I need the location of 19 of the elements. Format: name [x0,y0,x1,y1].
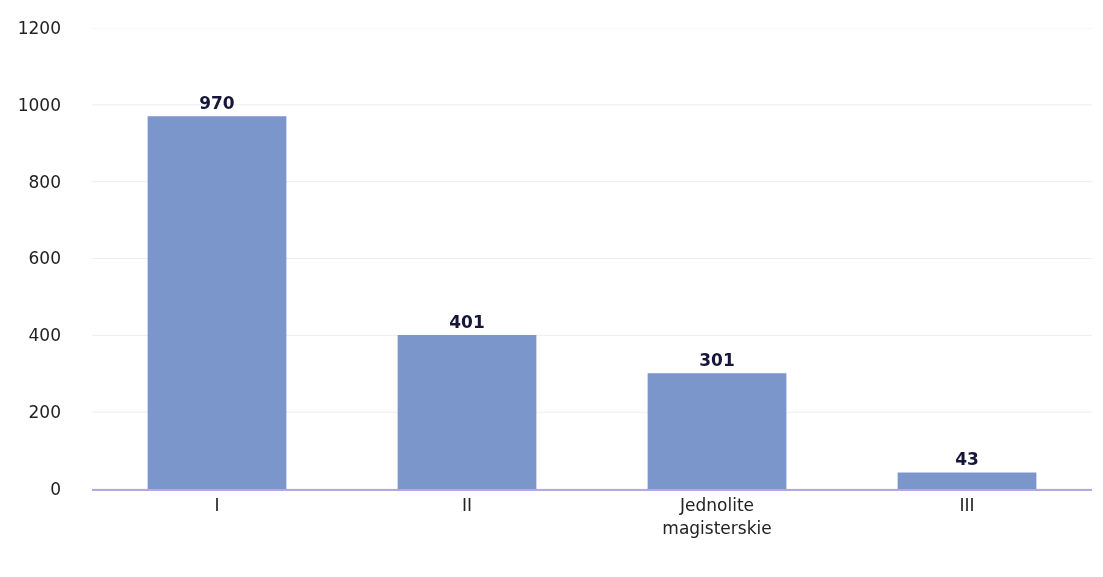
data-label: 970 [199,93,235,114]
data-label: 401 [449,311,485,332]
y-tick-label: 1000 [17,94,61,115]
y-tick-label: 0 [50,478,61,499]
x-tick-label: Jednolite magisterskie [662,495,772,538]
bar [147,116,287,489]
y-tick-label: 1200 [17,17,61,38]
y-tick-label: 600 [28,248,61,269]
y-tick-label: 400 [28,325,61,346]
y-tick-label: 200 [28,402,61,423]
bar [647,373,787,489]
x-tick-label: I [214,495,220,516]
data-label: 43 [955,449,979,470]
x-tick-label: III [959,495,975,516]
bar [897,472,1037,489]
x-tick-label: II [461,495,473,516]
data-label: 301 [699,350,735,371]
bar [397,334,537,489]
y-tick-label: 800 [28,171,61,192]
